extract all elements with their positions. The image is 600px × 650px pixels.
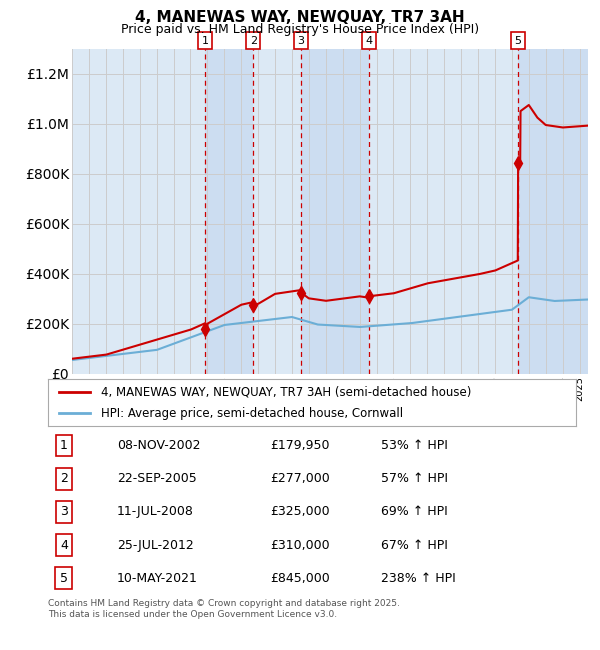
Text: 25-JUL-2012: 25-JUL-2012 — [116, 538, 193, 551]
Text: 2: 2 — [250, 36, 257, 46]
Text: 4, MANEWAS WAY, NEWQUAY, TR7 3AH: 4, MANEWAS WAY, NEWQUAY, TR7 3AH — [135, 10, 465, 25]
Text: 238% ↑ HPI: 238% ↑ HPI — [380, 572, 455, 585]
Bar — [518, 49, 588, 374]
Text: Contains HM Land Registry data © Crown copyright and database right 2025.
This d: Contains HM Land Registry data © Crown c… — [48, 599, 400, 619]
Text: 5: 5 — [514, 36, 521, 46]
Text: 57% ↑ HPI: 57% ↑ HPI — [380, 472, 448, 485]
Text: 3: 3 — [298, 36, 304, 46]
Bar — [301, 49, 369, 374]
Text: 5: 5 — [60, 572, 68, 585]
Text: 4: 4 — [365, 36, 373, 46]
Text: £179,950: £179,950 — [270, 439, 329, 452]
Text: £277,000: £277,000 — [270, 472, 329, 485]
Text: £310,000: £310,000 — [270, 538, 329, 551]
Text: 53% ↑ HPI: 53% ↑ HPI — [380, 439, 448, 452]
Text: £325,000: £325,000 — [270, 506, 329, 519]
Bar — [205, 49, 253, 374]
Text: 1: 1 — [60, 439, 68, 452]
Text: 4, MANEWAS WAY, NEWQUAY, TR7 3AH (semi-detached house): 4, MANEWAS WAY, NEWQUAY, TR7 3AH (semi-d… — [101, 385, 471, 398]
Text: 3: 3 — [60, 506, 68, 519]
Text: £845,000: £845,000 — [270, 572, 329, 585]
Text: 4: 4 — [60, 538, 68, 551]
Text: 1: 1 — [202, 36, 208, 46]
Text: 10-MAY-2021: 10-MAY-2021 — [116, 572, 197, 585]
Text: 08-NOV-2002: 08-NOV-2002 — [116, 439, 200, 452]
Text: 2: 2 — [60, 472, 68, 485]
Text: 69% ↑ HPI: 69% ↑ HPI — [380, 506, 448, 519]
Text: HPI: Average price, semi-detached house, Cornwall: HPI: Average price, semi-detached house,… — [101, 407, 403, 420]
Text: 11-JUL-2008: 11-JUL-2008 — [116, 506, 194, 519]
Text: 67% ↑ HPI: 67% ↑ HPI — [380, 538, 448, 551]
Text: Price paid vs. HM Land Registry's House Price Index (HPI): Price paid vs. HM Land Registry's House … — [121, 23, 479, 36]
Text: 22-SEP-2005: 22-SEP-2005 — [116, 472, 196, 485]
